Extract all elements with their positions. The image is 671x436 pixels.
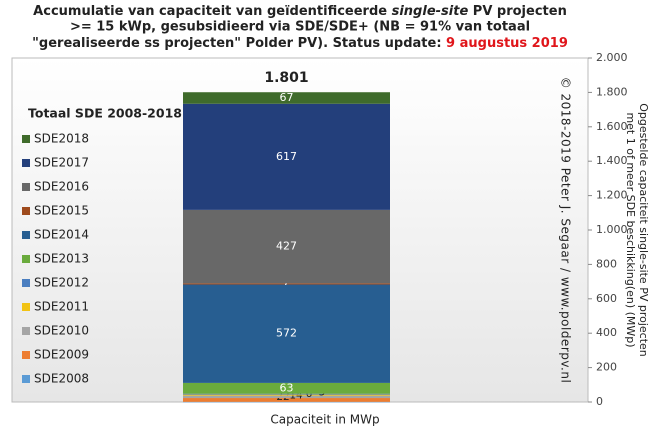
bar-segment [183,209,390,284]
data-label: 572 [276,327,297,340]
y-axis-label: Opgestelde capaciteit single-site PV pro… [637,103,650,357]
bar-segment [183,284,390,383]
legend-label: SDE2014 [34,228,89,242]
legend-label: SDE2015 [34,204,89,218]
bar-segment [183,401,390,403]
legend-title: Totaal SDE 2008-2018 [28,106,182,121]
data-label: 427 [276,240,297,253]
total-label: 1.801 [264,70,308,86]
y-tick-label: 200 [596,361,617,374]
legend-label: SDE2008 [34,372,89,386]
bar-segment [183,103,390,210]
bar-segment [183,398,390,402]
bar-segment [183,283,390,285]
data-label: 617 [276,150,297,163]
y-tick-label: 400 [596,326,617,339]
data-label: 63 [280,381,294,394]
chart-title: "gerealiseerde ss projecten" Polder PV).… [32,36,568,51]
legend-swatch [22,303,30,311]
y-tick-label: 1.800 [596,85,628,98]
legend-swatch [22,279,30,287]
bar-segment [183,393,390,395]
y-tick-label: 1.200 [596,189,628,202]
y-axis-label: met 1 of meer SDE beschikking(en) (MWp) [624,112,637,347]
watermark: © 2018-2019 Peter J. Segaar / www.polder… [559,77,573,384]
legend-swatch [22,351,30,359]
legend-label: SDE2017 [34,156,89,170]
legend-label: SDE2009 [34,348,89,362]
y-tick-label: 1.000 [596,223,628,236]
chart-title: >= 15 kWp, gesubsidieerd via SDE/SDE+ (N… [70,20,530,35]
x-axis-label: Capaciteit in MWp [270,413,379,427]
y-tick-label: 0 [596,395,603,408]
bar-segment [183,382,390,394]
legend-label: SDE2011 [34,300,89,314]
bar-segment [183,395,390,399]
legend-swatch [22,207,30,215]
y-tick-label: 800 [596,257,617,270]
legend-swatch [22,255,30,263]
legend-swatch [22,327,30,335]
y-tick-label: 1.600 [596,120,628,133]
legend-swatch [22,375,30,383]
legend-swatch [22,231,30,239]
bar-segment [183,92,390,104]
y-tick-label: 600 [596,292,617,305]
legend-label: SDE2010 [34,324,89,338]
y-tick-label: 2.000 [596,51,628,64]
legend-swatch [22,135,30,143]
chart-title: Accumulatie van capaciteit van geïdentif… [33,4,567,19]
y-tick-label: 1.400 [596,154,628,167]
legend-label: SDE2018 [34,132,89,146]
legend-swatch [22,159,30,167]
data-label: 67 [280,91,294,104]
legend-label: SDE2016 [34,180,89,194]
legend-label: SDE2013 [34,252,89,266]
legend-swatch [22,183,30,191]
legend-label: SDE2012 [34,276,89,290]
bar-segment [183,394,390,396]
